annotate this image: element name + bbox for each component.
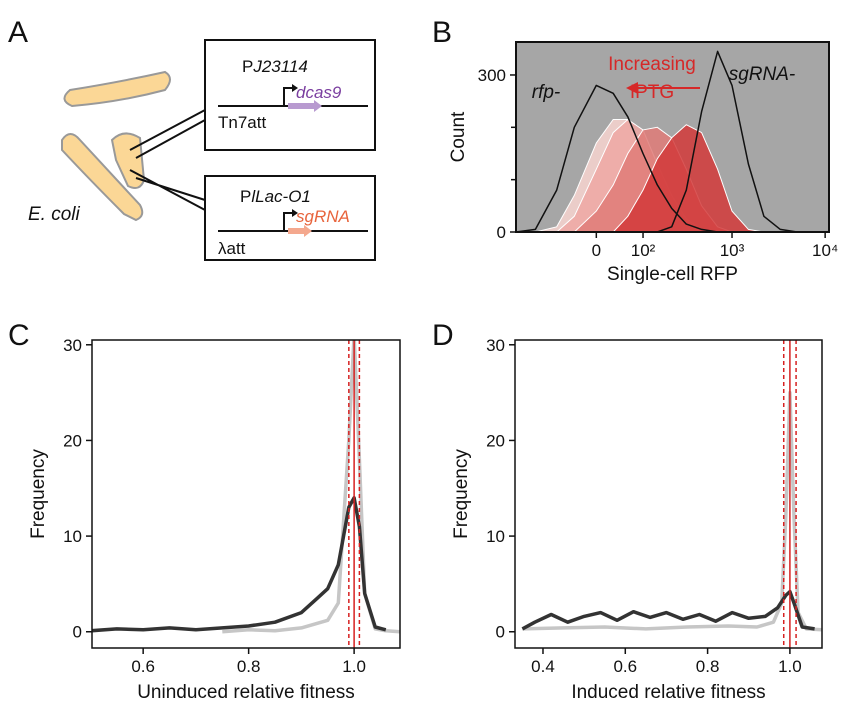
x-axis-label: Single-cell RFP bbox=[607, 264, 738, 285]
annotation: Increasing bbox=[608, 54, 696, 75]
site-label: Tn7att bbox=[218, 113, 266, 132]
promoter-arrow bbox=[283, 212, 292, 231]
panel-label: A bbox=[8, 16, 28, 49]
y-axis-label: Count bbox=[448, 111, 469, 162]
gene-arrow bbox=[288, 225, 312, 237]
cell bbox=[61, 133, 144, 222]
y-tick-label: 20 bbox=[63, 431, 82, 450]
x-tick-label: 0.6 bbox=[131, 657, 155, 676]
x-tick-label: 10² bbox=[631, 241, 656, 260]
x-tick-label: 0.8 bbox=[696, 657, 720, 676]
annotation: sgRNA- bbox=[729, 64, 796, 85]
x-axis-label: Uninduced relative fitness bbox=[137, 682, 355, 703]
callout bbox=[129, 109, 206, 211]
x-tick-label: 1.0 bbox=[778, 657, 802, 676]
promoter-label: PlLac-O1 bbox=[240, 187, 311, 206]
y-tick-label: 10 bbox=[486, 527, 505, 546]
line bbox=[516, 84, 829, 232]
y-tick-label: 30 bbox=[63, 336, 82, 355]
y-tick-label: 30 bbox=[486, 336, 505, 355]
panel-label: C bbox=[8, 319, 30, 352]
construct-box bbox=[204, 39, 376, 151]
y-axis-label: Frequency bbox=[451, 449, 472, 539]
line bbox=[222, 340, 400, 634]
promoter-arrow bbox=[283, 87, 292, 106]
y-tick-label: 0 bbox=[73, 623, 82, 642]
promoter-name: J23114 bbox=[252, 57, 308, 76]
x-tick-label: 10⁴ bbox=[812, 241, 838, 260]
x-tick-label: 1.0 bbox=[342, 657, 366, 676]
line bbox=[92, 496, 387, 633]
x-tick-label: 0.8 bbox=[237, 657, 261, 676]
y-tick-label: 300 bbox=[478, 66, 506, 85]
promoter-prefix: P bbox=[240, 187, 251, 206]
promoter-prefix: P bbox=[242, 57, 253, 76]
annotation: rfp- bbox=[532, 82, 561, 103]
x-tick-label: 0.6 bbox=[613, 657, 637, 676]
line bbox=[521, 589, 815, 631]
promoter-name: lLac-O1 bbox=[251, 187, 311, 206]
promoter-label: PJ23114 bbox=[242, 57, 308, 76]
construct-box bbox=[204, 175, 376, 261]
plot-frame bbox=[91, 339, 401, 649]
cell bbox=[63, 70, 171, 108]
y-tick-label: 10 bbox=[63, 527, 82, 546]
area bbox=[516, 124, 829, 232]
gene-label: sgRNA bbox=[296, 207, 350, 226]
site-label: λatt bbox=[218, 239, 246, 258]
y-tick-label: 20 bbox=[486, 431, 505, 450]
x-tick-label: 0.4 bbox=[531, 657, 555, 676]
diagram bbox=[61, 70, 171, 222]
panel-label: D bbox=[432, 319, 454, 352]
plot-frame bbox=[514, 339, 823, 649]
x-axis-label: Induced relative fitness bbox=[571, 682, 765, 703]
plot bbox=[516, 50, 829, 232]
x-tick-label: 10³ bbox=[720, 241, 745, 260]
y-axis-label: Frequency bbox=[28, 449, 49, 539]
organism-label: E. coli bbox=[28, 204, 81, 225]
arrowhead bbox=[626, 82, 638, 94]
plot-frame bbox=[515, 41, 830, 233]
gene-arrow bbox=[288, 100, 322, 112]
panel-label: B bbox=[432, 16, 452, 49]
line bbox=[522, 390, 822, 632]
y-tick-label: 0 bbox=[497, 223, 506, 242]
gene-label: dcas9 bbox=[296, 83, 342, 102]
line bbox=[516, 50, 829, 232]
x-tick-label: 0 bbox=[592, 241, 601, 260]
y-tick-label: 0 bbox=[496, 623, 505, 642]
plot bbox=[521, 390, 822, 632]
